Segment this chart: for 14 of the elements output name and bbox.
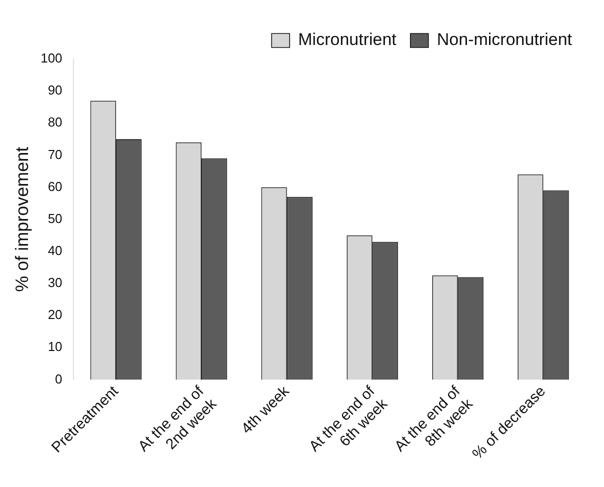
y-tick-label: 0 <box>55 371 62 386</box>
y-tick-label: 50 <box>48 210 62 226</box>
y-tick-label: 20 <box>48 307 62 322</box>
y-tick-label: 10 <box>48 339 62 354</box>
legend-label: Non-micronutrient <box>436 30 572 50</box>
y-axis-title: % of improvement <box>12 146 32 292</box>
y-tick-label: 60 <box>48 178 62 194</box>
y-tick-label: 40 <box>48 243 62 258</box>
y-tick-label: 70 <box>48 146 62 162</box>
y-tick-label: 80 <box>48 114 62 130</box>
legend-label: Micronutrient <box>298 30 397 50</box>
y-tick-label: 100 <box>40 50 62 66</box>
y-tick-label: 90 <box>48 82 62 98</box>
y-tick-label: 30 <box>48 275 62 290</box>
